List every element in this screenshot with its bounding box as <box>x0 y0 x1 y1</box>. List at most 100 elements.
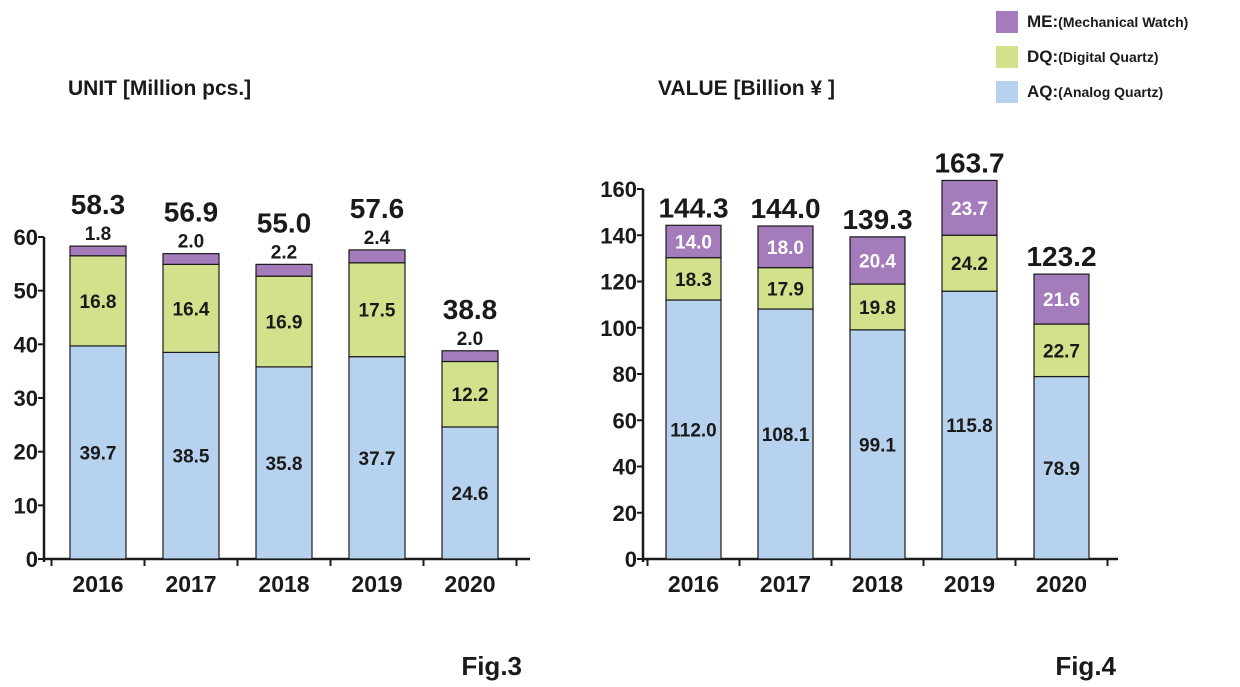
chart2-bar-me-2018 <box>849 236 906 285</box>
chart2-total-2016: 144.3 <box>658 192 728 223</box>
chart1-label-aq-2017: 38.5 <box>173 447 210 468</box>
chart2-label-me-2019: 23.7 <box>951 199 988 220</box>
chart1-x-label-2017: 2017 <box>165 571 216 597</box>
chart1-x-label-2018: 2018 <box>258 571 309 597</box>
chart2-label-aq-2020: 78.9 <box>1043 459 1080 480</box>
chart2-bar-me-2017 <box>757 225 814 269</box>
chart1-bar-aq-2016 <box>69 345 127 560</box>
chart1-bar-me-2016 <box>69 245 127 257</box>
chart1-y-tick-label: 60 <box>14 225 38 250</box>
chart2-label-me-2017: 18.0 <box>767 238 804 259</box>
chart2-x-label-2018: 2018 <box>852 571 903 597</box>
legend-sep-dq: : <box>1052 46 1059 66</box>
legend-desc-aq: (Analog Quartz) <box>1058 83 1164 100</box>
chart1-label-me-2017: 2.0 <box>178 232 204 253</box>
chart1-x-label-2019: 2019 <box>351 571 402 597</box>
chart1-label-aq-2019: 37.7 <box>359 449 396 470</box>
chart2-y-tick-label: 120 <box>600 270 637 295</box>
chart2-title: VALUE [Billion ¥ ] <box>658 77 835 100</box>
legend-item-dq: DQ : (Digital Quartz) <box>996 39 1188 74</box>
chart2-label-me-2018: 20.4 <box>859 251 896 272</box>
chart2-x-label-2019: 2019 <box>944 571 995 597</box>
chart1-label-me-2016: 1.8 <box>85 224 111 245</box>
chart1-bar-aq-2018 <box>255 366 313 560</box>
chart2-total-2020: 123.2 <box>1026 241 1096 272</box>
legend-swatch-dq <box>996 45 1018 68</box>
chart1-label-aq-2018: 35.8 <box>266 454 303 475</box>
chart1-bar-me-2020 <box>441 350 499 363</box>
chart2-x-label-2020: 2020 <box>1036 571 1087 597</box>
chart1-label-aq-2016: 39.7 <box>80 443 117 464</box>
chart2-bar-dq-2018 <box>849 283 906 331</box>
chart2-y-tick-label: 140 <box>600 223 637 248</box>
chart2-y-tick-label: 160 <box>600 177 637 202</box>
chart1-label-me-2020: 2.0 <box>457 329 483 350</box>
chart2-figure-label: Fig.4 <box>1055 651 1116 681</box>
legend-item-aq: AQ : (Analog Quartz) <box>996 74 1188 109</box>
chart1-bar-aq-2017 <box>162 351 220 560</box>
chart1-bar-dq-2016 <box>69 255 127 347</box>
legend-item-me: ME : (Mechanical Watch) <box>996 4 1188 39</box>
chart2-total-2019: 163.7 <box>934 147 1004 178</box>
chart1-bar-me-2019 <box>348 249 406 264</box>
legend-code-me: ME <box>1027 11 1053 31</box>
chart1-label-dq-2019: 17.5 <box>359 301 396 322</box>
chart2-label-aq-2016: 112.0 <box>670 421 717 442</box>
chart2-label-aq-2019: 115.8 <box>946 416 993 437</box>
chart1-y-tick-label: 40 <box>14 332 38 357</box>
chart1-bar-me-2018 <box>255 263 313 277</box>
chart1-y-tick-label: 10 <box>14 493 38 518</box>
chart2-y-tick-label: 80 <box>613 362 637 387</box>
chart1-figure-label: Fig.3 <box>461 651 522 681</box>
chart2-label-dq-2017: 17.9 <box>767 279 804 300</box>
chart2-label-me-2016: 14.0 <box>675 232 712 253</box>
chart1-label-dq-2016: 16.8 <box>80 292 117 313</box>
legend-desc-me: (Mechanical Watch) <box>1058 13 1189 30</box>
legend-sep-me: : <box>1052 11 1059 31</box>
chart1-total-2016: 58.3 <box>71 189 126 220</box>
chart1-bar-dq-2020 <box>441 360 499 428</box>
chart1-x-label-2020: 2020 <box>444 571 495 597</box>
chart1-bar-dq-2019 <box>348 262 406 358</box>
chart1-x-label-2016: 2016 <box>72 571 123 597</box>
chart2-bar-aq-2017 <box>757 308 814 560</box>
legend-desc-dq: (Digital Quartz) <box>1058 48 1159 65</box>
chart1-label-aq-2020: 24.6 <box>452 484 489 505</box>
chart1-total-2019: 57.6 <box>350 193 405 224</box>
chart2-x-label-2016: 2016 <box>668 571 719 597</box>
chart1-total-2018: 55.0 <box>257 207 312 238</box>
legend-code-dq: DQ <box>1027 46 1053 66</box>
chart2-bar-dq-2017 <box>757 267 814 310</box>
chart2-label-dq-2016: 18.3 <box>675 270 712 291</box>
chart1-label-me-2019: 2.4 <box>364 228 391 249</box>
chart2-bar-me-2020 <box>1033 273 1090 325</box>
chart2-bar-aq-2020 <box>1033 375 1090 560</box>
chart2-bar-me-2019 <box>941 179 998 236</box>
chart1-y-tick-label: 20 <box>14 440 38 465</box>
chart1-bar-me-2017 <box>162 253 220 265</box>
chart2-label-dq-2020: 22.7 <box>1043 341 1080 362</box>
chart1-y-tick-label: 0 <box>26 547 38 572</box>
legend-code-aq: AQ <box>1027 81 1053 101</box>
chart1-bar-dq-2017 <box>162 263 220 353</box>
chart2-y-tick-label: 40 <box>613 455 637 480</box>
chart1-total-2020: 38.8 <box>443 294 498 325</box>
legend-sep-aq: : <box>1052 81 1059 101</box>
chart1-total-2017: 56.9 <box>164 197 219 228</box>
chart2-y-tick-label: 60 <box>613 408 637 433</box>
chart2-bar-aq-2019 <box>941 290 998 560</box>
chart2-label-me-2020: 21.6 <box>1043 290 1080 311</box>
chart1-bar-aq-2020 <box>441 426 499 560</box>
chart1-label-dq-2020: 12.2 <box>452 385 489 406</box>
chart1-label-dq-2017: 16.4 <box>173 299 210 320</box>
chart2-x-label-2017: 2017 <box>760 571 811 597</box>
chart2-label-dq-2019: 24.2 <box>951 254 988 275</box>
chart2-y-tick-label: 20 <box>613 501 637 526</box>
chart2-label-aq-2018: 99.1 <box>859 435 896 456</box>
chart1-bar-aq-2019 <box>348 356 406 560</box>
chart2-y-tick-label: 0 <box>625 547 637 572</box>
chart2-bar-dq-2016 <box>665 257 722 301</box>
chart1-title: UNIT [Million pcs.] <box>68 77 251 100</box>
chart2-total-2017: 144.0 <box>750 193 820 224</box>
